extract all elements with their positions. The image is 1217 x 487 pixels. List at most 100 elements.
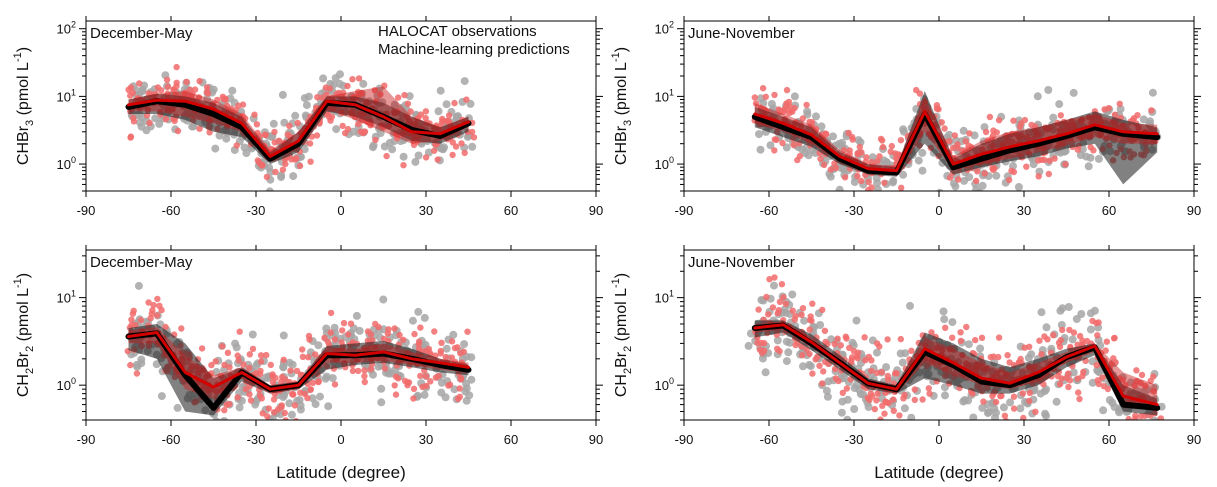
x-tick-label: -30: [845, 432, 864, 447]
scatter-predictions-point: [246, 364, 253, 372]
scatter-predictions-point: [356, 90, 364, 98]
y-tick-exponent: 1: [71, 87, 76, 97]
band-observations: [128, 324, 469, 416]
scatter-predictions-point: [1094, 377, 1102, 384]
y-label-superscript: -1: [610, 278, 622, 288]
scatter-observations-point: [228, 86, 237, 95]
scatter-observations-point: [992, 171, 1001, 180]
scatter-predictions-point: [380, 335, 388, 343]
scatter-predictions-point: [908, 347, 915, 354]
scatter-predictions-point: [765, 311, 772, 318]
scatter-predictions-point: [290, 391, 297, 398]
y-label-mid: Br: [613, 351, 630, 368]
scatter-predictions-point: [858, 177, 865, 185]
scatter-predictions-point: [431, 147, 438, 154]
scatter-predictions-point: [890, 396, 897, 403]
scatter-predictions-point: [392, 391, 400, 398]
scatter-observations-point: [948, 318, 957, 327]
scatter-predictions-point: [1001, 412, 1009, 419]
scatter-predictions-point: [405, 379, 413, 386]
scatter-predictions-point: [974, 168, 981, 175]
scatter-predictions-point: [757, 339, 765, 347]
line-predictions: [127, 98, 470, 158]
scatter-predictions-point: [1131, 382, 1138, 389]
scatter-observations-point: [316, 392, 324, 401]
scatter-predictions-point: [299, 353, 307, 360]
scatter-predictions-point: [127, 84, 135, 91]
scatter-predictions-point: [873, 369, 881, 376]
scatter-predictions-point: [799, 352, 806, 359]
scatter-predictions-point: [127, 134, 134, 141]
scatter-predictions-point: [130, 114, 137, 122]
scatter-predictions-point: [457, 350, 464, 357]
scatter-observations-point: [449, 330, 458, 339]
scatter-predictions-point: [806, 350, 813, 358]
scatter-predictions-point: [263, 351, 270, 359]
x-tick-label: -60: [162, 203, 181, 218]
line-predictions: [753, 109, 1159, 173]
scatter-observations-point: [322, 324, 331, 333]
scatter-predictions-point: [995, 353, 1002, 361]
scatter-predictions-point: [1145, 422, 1151, 428]
scatter-predictions-point: [461, 149, 468, 157]
scatter-observations-point: [188, 122, 197, 131]
y-tick-label: 101: [57, 289, 76, 306]
scatter-predictions-point: [1026, 389, 1034, 397]
scatter-observations-point: [277, 171, 286, 180]
scatter-predictions-point: [265, 405, 272, 412]
scatter-predictions-point: [868, 367, 875, 375]
scatter-predictions-point: [128, 321, 135, 329]
scatter-predictions-point: [897, 335, 904, 343]
scatter-predictions-point: [304, 394, 311, 402]
scatter-observations-point: [873, 185, 882, 191]
scatter-predictions-point: [305, 332, 313, 340]
scatter-predictions-point: [882, 398, 889, 405]
panel-title: December-May: [90, 254, 193, 271]
y-tick-base: 10: [57, 22, 71, 37]
scatter-predictions-point: [878, 369, 885, 376]
scatter-predictions-point: [1150, 373, 1157, 380]
scatter-predictions-point: [1017, 123, 1024, 130]
scatter-observations-point: [420, 390, 429, 399]
scatter-predictions-point: [293, 155, 300, 162]
scatter-observations-point: [300, 94, 309, 103]
band-observations: [754, 91, 1158, 185]
scatter-observations-point: [1057, 321, 1066, 329]
scatter-predictions-point: [865, 178, 872, 186]
scatter-predictions-point: [204, 90, 212, 97]
scatter-predictions-point: [381, 365, 389, 372]
scatter-predictions-point: [980, 398, 987, 405]
scatter-predictions-point: [296, 162, 304, 170]
scatter-predictions-point: [776, 298, 784, 306]
scatter-predictions-point: [821, 327, 829, 334]
scatter-predictions-point: [928, 329, 935, 336]
scatter-predictions-point: [1150, 388, 1157, 395]
scatter-predictions-point: [893, 370, 900, 377]
scatter-predictions-point: [783, 100, 790, 107]
scatter-predictions-point: [868, 184, 875, 191]
scatter-predictions-point: [1076, 332, 1084, 340]
scatter-predictions-point: [284, 423, 290, 429]
scatter-predictions-point: [419, 383, 426, 391]
scatter-observations-point: [388, 145, 397, 154]
x-tick-label: -90: [675, 203, 694, 218]
y-label-unit: (pmol L: [15, 62, 32, 120]
scatter-predictions-point: [1105, 105, 1113, 112]
scatter-observations-point: [806, 362, 815, 371]
scatter-predictions-point: [955, 176, 962, 183]
scatter-predictions-point: [375, 323, 382, 331]
scatter-predictions-point: [1138, 371, 1146, 379]
scatter-observations-point: [434, 107, 443, 116]
scatter-predictions-point: [417, 111, 425, 118]
scatter-predictions-point: [147, 315, 154, 322]
legend: HALOCAT observations Machine-learning pr…: [378, 23, 570, 58]
scatter-observations-point: [252, 397, 261, 405]
scatter-predictions-point: [434, 156, 441, 163]
scatter-observations-point: [885, 421, 893, 429]
scatter-observations-point: [896, 349, 905, 358]
scatter-predictions-point: [834, 335, 841, 342]
scatter-observations-point: [983, 409, 992, 418]
scatter-observations-point: [414, 151, 423, 160]
x-tick-label: 30: [1017, 203, 1031, 218]
scatter-observations-point: [852, 380, 861, 389]
